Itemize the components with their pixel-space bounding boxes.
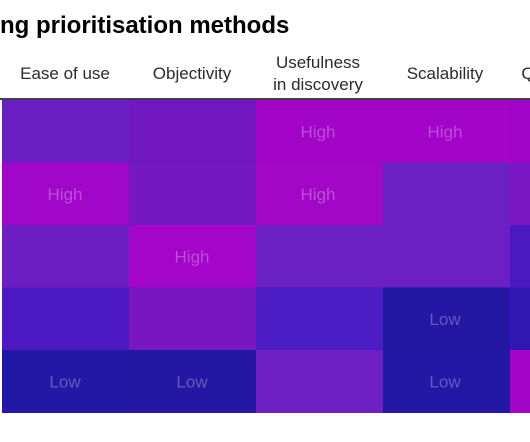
column-label-ease-of-use: Ease of use xyxy=(20,64,110,83)
heatmap-cell-r5-scalability xyxy=(383,350,510,413)
heatmap-cell-r5-ease-of-use xyxy=(2,350,129,413)
heatmap-cell-r3-objectivity xyxy=(129,225,256,288)
heatmap-cell-r1-usefulness-in-discovery xyxy=(256,100,383,163)
heatmap-cell-r2-objectivity xyxy=(129,162,256,226)
heatmap-cell-r4-usefulness-in-discovery xyxy=(256,287,383,351)
heatmap-cell-r1-objectivity xyxy=(129,100,256,163)
heatmap-cell-r2-ease-of-use xyxy=(2,162,129,226)
cell-label-r2-ease-of-use: High xyxy=(48,185,83,204)
heatmap-cell-r4-ease-of-use xyxy=(2,287,129,351)
cell-labels: High High High High High Low Low Low Low xyxy=(48,122,463,391)
heatmap-cell-r3-q xyxy=(510,225,530,288)
heatmap-cell-r5-usefulness-in-discovery xyxy=(256,350,383,413)
cell-label-r5-scalability: Low xyxy=(429,372,461,391)
cell-label-r3-objectivity: High xyxy=(175,247,210,266)
column-label-scalability: Scalability xyxy=(407,64,484,83)
heatmap-cell-r5-objectivity xyxy=(129,350,256,413)
cell-label-r5-objectivity: Low xyxy=(176,372,208,391)
heatmap-cell-r2-usefulness-in-discovery xyxy=(256,162,383,226)
column-labels: Ease of use Objectivity Usefulness in disco… xyxy=(20,53,530,94)
cell-label-r2-usefulness-in-discovery: High xyxy=(301,185,336,204)
heatmap-cell-r1-q xyxy=(510,100,530,163)
chart-title: ng prioritisation methods xyxy=(0,12,289,39)
heatmap-cell-r4-scalability xyxy=(383,287,510,351)
heatmap-cell-r1-scalability xyxy=(383,100,510,163)
column-label-objectivity: Objectivity xyxy=(153,64,232,83)
column-label-q: Q xyxy=(521,64,530,83)
heatmap-cell-r3-usefulness-in-discovery xyxy=(256,225,383,288)
cell-label-r1-scalability: High xyxy=(428,122,463,141)
column-label-usefulness-in-discovery: Usefulness in discovery xyxy=(273,53,363,94)
cell-label-r4-scalability: Low xyxy=(429,310,461,329)
heatmap-cell-r4-objectivity xyxy=(129,287,256,351)
cell-label-r5-ease-of-use: Low xyxy=(49,372,81,391)
heatmap-cell-r2-scalability xyxy=(383,162,510,226)
heatmap-cell-r4-q xyxy=(510,287,530,351)
heatmap-cell-r1-ease-of-use xyxy=(2,100,129,163)
heatmap-cell-r3-ease-of-use xyxy=(2,225,129,288)
heatmap-cell-r5-q xyxy=(510,350,530,413)
heatmap-cells xyxy=(2,100,530,413)
heatmap-cell-r2-q xyxy=(510,162,530,226)
heatmap-cell-r3-scalability xyxy=(383,225,510,288)
cell-label-r1-usefulness-in-discovery: High xyxy=(301,122,336,141)
